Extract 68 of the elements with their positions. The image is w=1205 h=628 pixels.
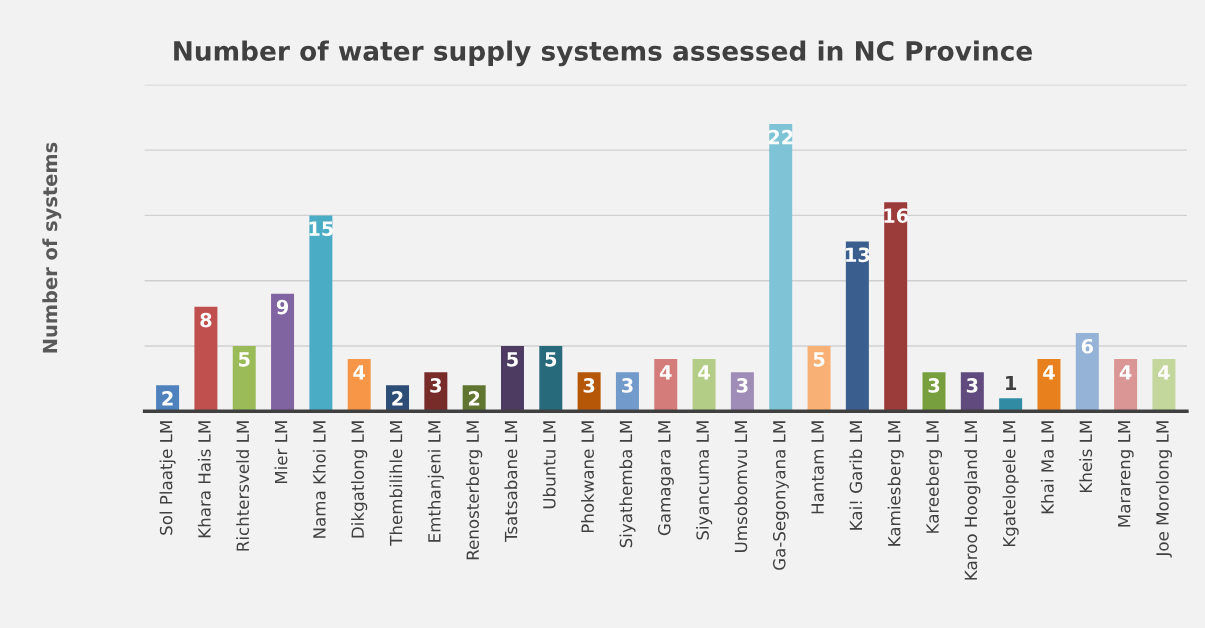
- bar: [1152, 359, 1176, 412]
- bar: [807, 346, 831, 412]
- x-tick-label: Joe Morolong LM: [1155, 421, 1172, 558]
- data-label: 4: [698, 365, 710, 380]
- data-label: 6: [1081, 338, 1094, 354]
- data-label: 3: [966, 378, 978, 393]
- data-label: 3: [583, 378, 595, 393]
- data-label: 4: [1158, 365, 1170, 380]
- x-tick-label: Kgatelopele LM: [1002, 421, 1019, 547]
- data-label: 1: [1006, 375, 1017, 391]
- x-tick-label: Kamiesberg LM: [887, 421, 904, 546]
- x-tick-label: Nama Khoi LM: [312, 421, 326, 538]
- x-tick-label: Hantam LM: [811, 421, 824, 514]
- x-tick-label: Siyathemba LM: [619, 421, 636, 548]
- x-tick-label: Ubuntu LM: [542, 421, 556, 509]
- x-tick-label: Karoo Hoogland LM: [964, 421, 981, 580]
- x-tick-label: Kareeberg LM: [925, 421, 943, 533]
- data-label: 3: [621, 378, 633, 393]
- bar: [1075, 332, 1099, 412]
- data-label: 3: [736, 378, 748, 393]
- data-label: 3: [928, 378, 940, 393]
- x-tick-label: Kheis LM: [1079, 421, 1093, 493]
- x-tick-label: Kai! Garib LM: [849, 421, 863, 530]
- data-label: 4: [659, 365, 672, 380]
- x-tick-label: Emthanjeni LM: [427, 421, 444, 542]
- x-tick-label: Tsatsabane LM: [504, 421, 518, 543]
- x-tick-label: Marareng LM: [1118, 421, 1134, 527]
- bar: [309, 215, 333, 412]
- bar: [500, 346, 524, 412]
- x-tick-label: Phokwane LM: [581, 421, 594, 533]
- data-label: 4: [353, 365, 366, 380]
- x-tick-label: Thembilihle LM: [389, 421, 403, 546]
- x-tick-label: Renosterberg LM: [466, 421, 483, 560]
- x-tick-label: Gamagara LM: [657, 421, 674, 536]
- chart-title: Number of water supply systems assessed in NC Province: [174, 40, 1032, 67]
- data-label: 5: [507, 352, 518, 367]
- x-tick-label: Dikgatlong LM: [351, 421, 368, 538]
- data-label: 4: [1119, 365, 1132, 380]
- bar: [999, 398, 1023, 412]
- data-label: 2: [392, 391, 403, 406]
- data-label: 5: [813, 352, 825, 367]
- data-label: 4: [1043, 365, 1055, 380]
- x-tick-label: Siyancuma LM: [696, 421, 713, 540]
- x-tick-label: Khai Ma LM: [1040, 421, 1054, 514]
- bar: [884, 202, 908, 412]
- data-label: 5: [238, 352, 250, 367]
- bar: [271, 293, 295, 412]
- x-tick-label: Umsobomvu LM: [734, 421, 748, 552]
- bar: [1037, 359, 1061, 412]
- bar: [347, 359, 371, 412]
- data-label: 9: [276, 299, 289, 315]
- x-tick-label: Richtersveld LM: [236, 421, 250, 551]
- bar: [1114, 359, 1138, 412]
- data-label: 8: [200, 312, 212, 328]
- x-tick-label: Sol Plaatje LM: [159, 421, 176, 535]
- data-label: 2: [162, 391, 173, 406]
- data-label: 3: [430, 378, 442, 393]
- x-tick-label: Ga-Segonyana LM: [772, 421, 789, 570]
- bar: [539, 346, 563, 412]
- data-label: 5: [545, 352, 557, 367]
- data-label: 2: [468, 391, 480, 406]
- bar: [845, 241, 869, 412]
- x-tick-label: Khara Hais LM: [197, 421, 211, 538]
- x-tick-label: Mier LM: [274, 421, 288, 484]
- bar: [769, 123, 793, 412]
- bar: [232, 346, 256, 412]
- bar: [194, 306, 218, 412]
- y-axis-title: Number of systems: [42, 142, 62, 353]
